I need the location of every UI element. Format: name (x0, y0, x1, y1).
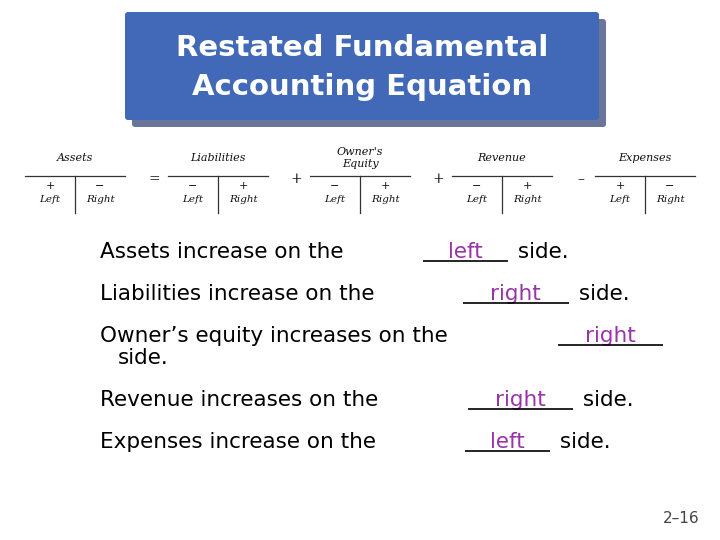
Text: Owner’s equity increases on the: Owner’s equity increases on the (100, 326, 454, 346)
Text: Equity: Equity (342, 159, 378, 169)
Text: Liabilities increase on the: Liabilities increase on the (100, 284, 382, 304)
Text: Right: Right (513, 195, 541, 205)
Text: Assets increase on the: Assets increase on the (100, 242, 351, 262)
Text: Left: Left (40, 195, 60, 205)
Text: side.: side. (572, 284, 629, 304)
Text: Left: Left (182, 195, 204, 205)
Text: –: – (577, 172, 585, 186)
Text: −: − (472, 181, 482, 191)
Text: +: + (45, 181, 55, 191)
Text: 2–16: 2–16 (663, 511, 700, 526)
Text: Left: Left (610, 195, 631, 205)
Text: Accounting Equation: Accounting Equation (192, 73, 532, 101)
Text: +: + (616, 181, 625, 191)
Text: Expenses: Expenses (618, 153, 672, 163)
Text: Liabilities: Liabilities (190, 153, 246, 163)
Text: left: left (448, 242, 483, 262)
Text: −: − (330, 181, 340, 191)
Text: −: − (665, 181, 675, 191)
Text: right: right (495, 390, 546, 410)
Text: =: = (148, 172, 160, 186)
Text: Revenue: Revenue (477, 153, 526, 163)
Text: +: + (522, 181, 531, 191)
Text: Restated Fundamental: Restated Fundamental (176, 34, 548, 62)
Text: Owner's: Owner's (337, 147, 383, 157)
Text: +: + (238, 181, 248, 191)
FancyBboxPatch shape (132, 19, 606, 127)
Text: left: left (490, 432, 525, 452)
Text: side.: side. (553, 432, 611, 452)
Text: Left: Left (325, 195, 346, 205)
Text: +: + (432, 172, 444, 186)
Text: right: right (490, 284, 541, 304)
Text: +: + (380, 181, 390, 191)
Text: side.: side. (511, 242, 569, 262)
Text: Expenses increase on the: Expenses increase on the (100, 432, 383, 452)
Text: side.: side. (577, 390, 634, 410)
FancyBboxPatch shape (125, 12, 599, 120)
Text: +: + (290, 172, 302, 186)
Text: −: − (95, 181, 104, 191)
Text: Right: Right (229, 195, 257, 205)
Text: side.: side. (118, 348, 168, 368)
Text: Right: Right (86, 195, 114, 205)
Text: Right: Right (656, 195, 684, 205)
Text: −: − (189, 181, 198, 191)
Text: Assets: Assets (57, 153, 93, 163)
Text: Right: Right (371, 195, 400, 205)
Text: Left: Left (467, 195, 487, 205)
Text: Revenue increases on the: Revenue increases on the (100, 390, 385, 410)
Text: right: right (585, 326, 636, 346)
